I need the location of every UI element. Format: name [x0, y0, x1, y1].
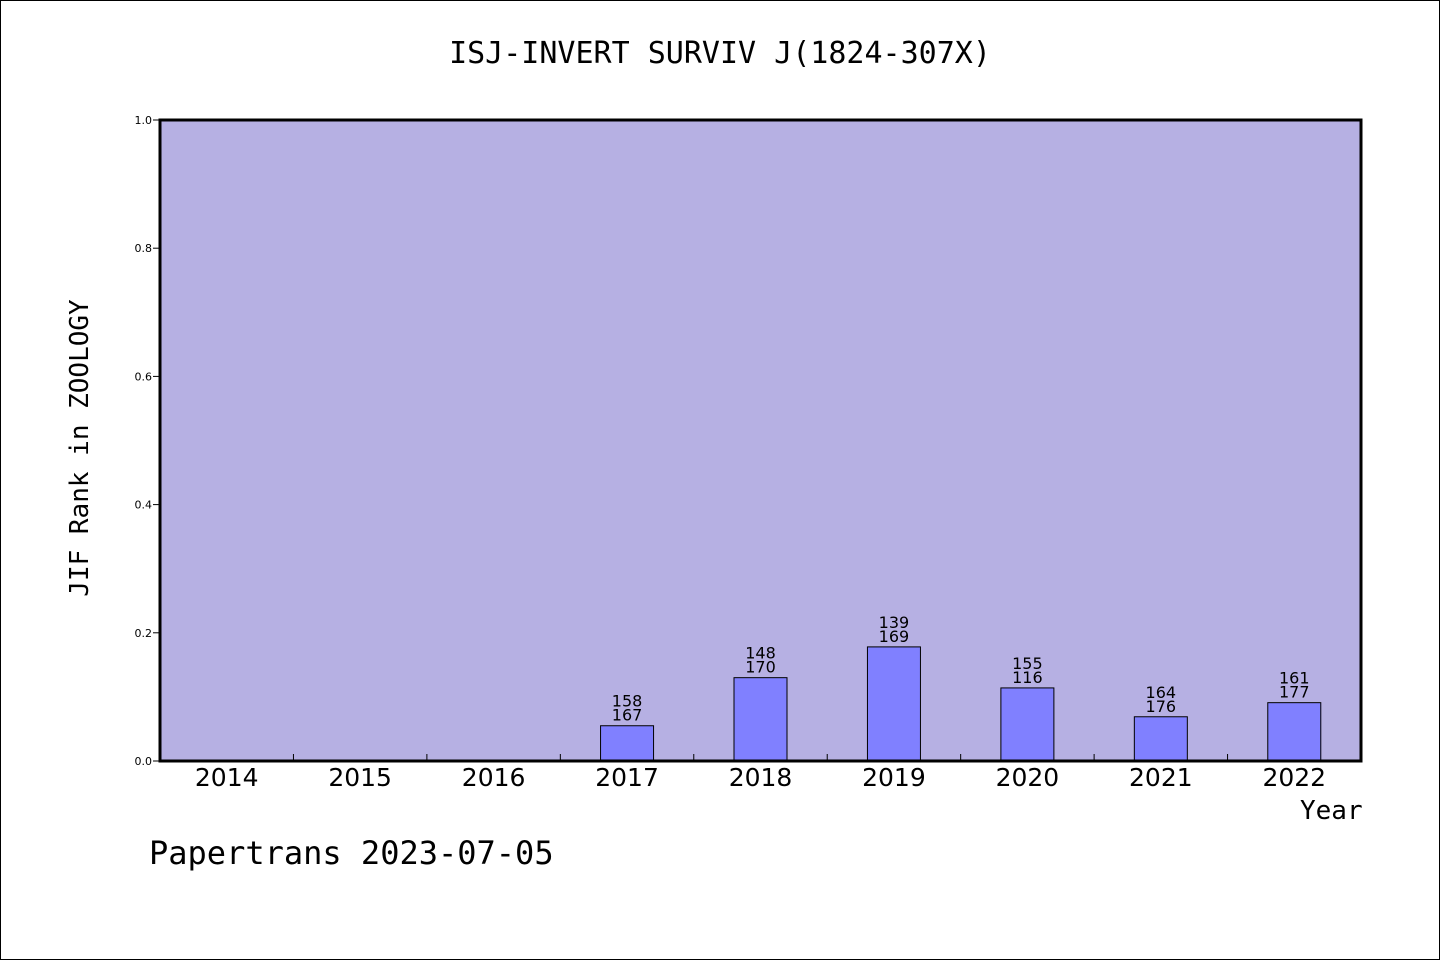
- bar-label-total: 116: [1012, 668, 1043, 687]
- footer-credit: Papertrans 2023-07-05: [149, 834, 554, 872]
- y-tick-label: 0.4: [135, 499, 153, 512]
- bar-label-total: 176: [1146, 697, 1177, 716]
- y-tick-label: 1.0: [135, 114, 153, 127]
- bar-label-rank: 155: [1012, 654, 1043, 673]
- x-tick-label: 2019: [862, 763, 926, 792]
- bar-label-total: 169: [879, 627, 910, 646]
- plot-border: [158, 118, 1363, 763]
- chart-title: ISJ-INVERT SURVIV J(1824-307X): [449, 36, 991, 71]
- y-tick-label: 0.0: [135, 755, 153, 768]
- x-tick-label: 2020: [996, 763, 1060, 792]
- bar-label-rank: 158: [612, 692, 643, 711]
- plot-area: [160, 120, 1361, 761]
- bar-2022: [1267, 702, 1322, 762]
- bar-label-rank: 139: [879, 613, 910, 632]
- bar-2020: [1000, 687, 1055, 762]
- x-tick-label: 2016: [462, 763, 526, 792]
- bar-2018: [733, 677, 788, 762]
- x-axis-label: Year: [1300, 796, 1363, 826]
- x-tick-label: 2018: [729, 763, 793, 792]
- bar-2021: [1133, 716, 1188, 762]
- x-tick-label: 2015: [328, 763, 392, 792]
- bar-label-total: 170: [745, 658, 776, 677]
- x-tick-label: 2017: [595, 763, 659, 792]
- bar-label-total: 177: [1279, 683, 1310, 702]
- y-tick-label: 0.2: [135, 627, 153, 640]
- x-tick-label: 2022: [1262, 763, 1326, 792]
- y-tick-label: 0.8: [135, 242, 153, 255]
- bar-label-rank: 161: [1279, 669, 1310, 688]
- bar-label-rank: 148: [745, 644, 776, 663]
- x-tick-label: 2021: [1129, 763, 1193, 792]
- bar-2017: [600, 725, 655, 762]
- bar-label-rank: 164: [1146, 683, 1177, 702]
- bar-2019: [866, 646, 921, 762]
- x-tick-label: 2014: [195, 763, 259, 792]
- y-tick-label: 0.6: [135, 370, 153, 383]
- bar-label-total: 167: [612, 706, 643, 725]
